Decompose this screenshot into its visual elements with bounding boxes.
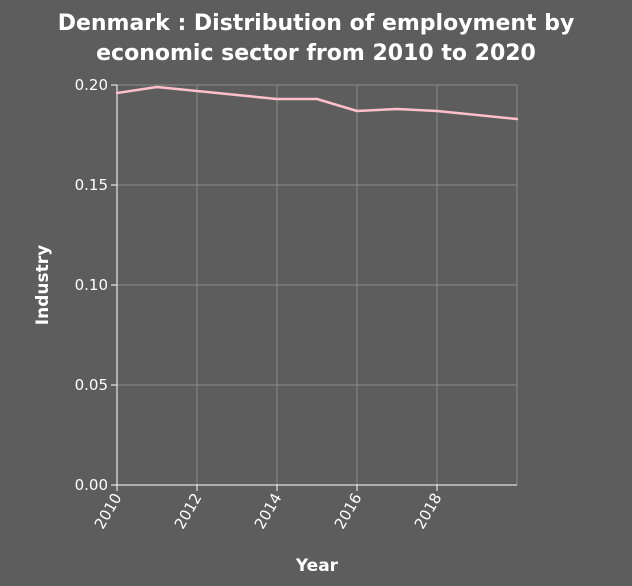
y-axis-title: Industry	[33, 245, 53, 325]
x-tick-label-3: 2016	[331, 490, 366, 532]
data-point-0-5	[316, 98, 318, 100]
y-tick-label-0: 0.00	[75, 476, 108, 494]
data-point-0-6	[356, 110, 358, 112]
data-point-0-4	[276, 98, 278, 100]
chart-title-line-1: Denmark : Distribution of employment by	[58, 11, 575, 36]
data-point-0-3	[236, 94, 238, 96]
chart-title-line-2: economic sector from 2010 to 2020	[96, 41, 536, 66]
x-tick-label-2: 2014	[251, 490, 286, 532]
x-tick-label-4: 2018	[411, 490, 446, 532]
x-axis-title: Year	[295, 556, 339, 576]
y-tick-label-1: 0.05	[75, 376, 108, 394]
data-point-0-8	[436, 110, 438, 112]
y-tick-label-3: 0.15	[75, 176, 108, 194]
data-point-0-1	[156, 86, 158, 88]
x-tick-label-0: 2010	[91, 490, 126, 532]
data-point-0-2	[196, 90, 198, 92]
data-point-0-0	[116, 92, 118, 94]
y-tick-label-2: 0.10	[75, 276, 108, 294]
series-line-0	[115, 85, 519, 121]
data-point-0-9	[476, 114, 478, 116]
data-point-0-10	[516, 118, 518, 120]
x-tick-label-1: 2012	[171, 490, 206, 532]
plot-area: 0.00 0.05 0.10 0.15 0.20 2010 2012 2014 2016 2018	[75, 76, 519, 532]
y-tick-label-4: 0.20	[75, 76, 108, 94]
data-point-0-7	[396, 108, 398, 110]
